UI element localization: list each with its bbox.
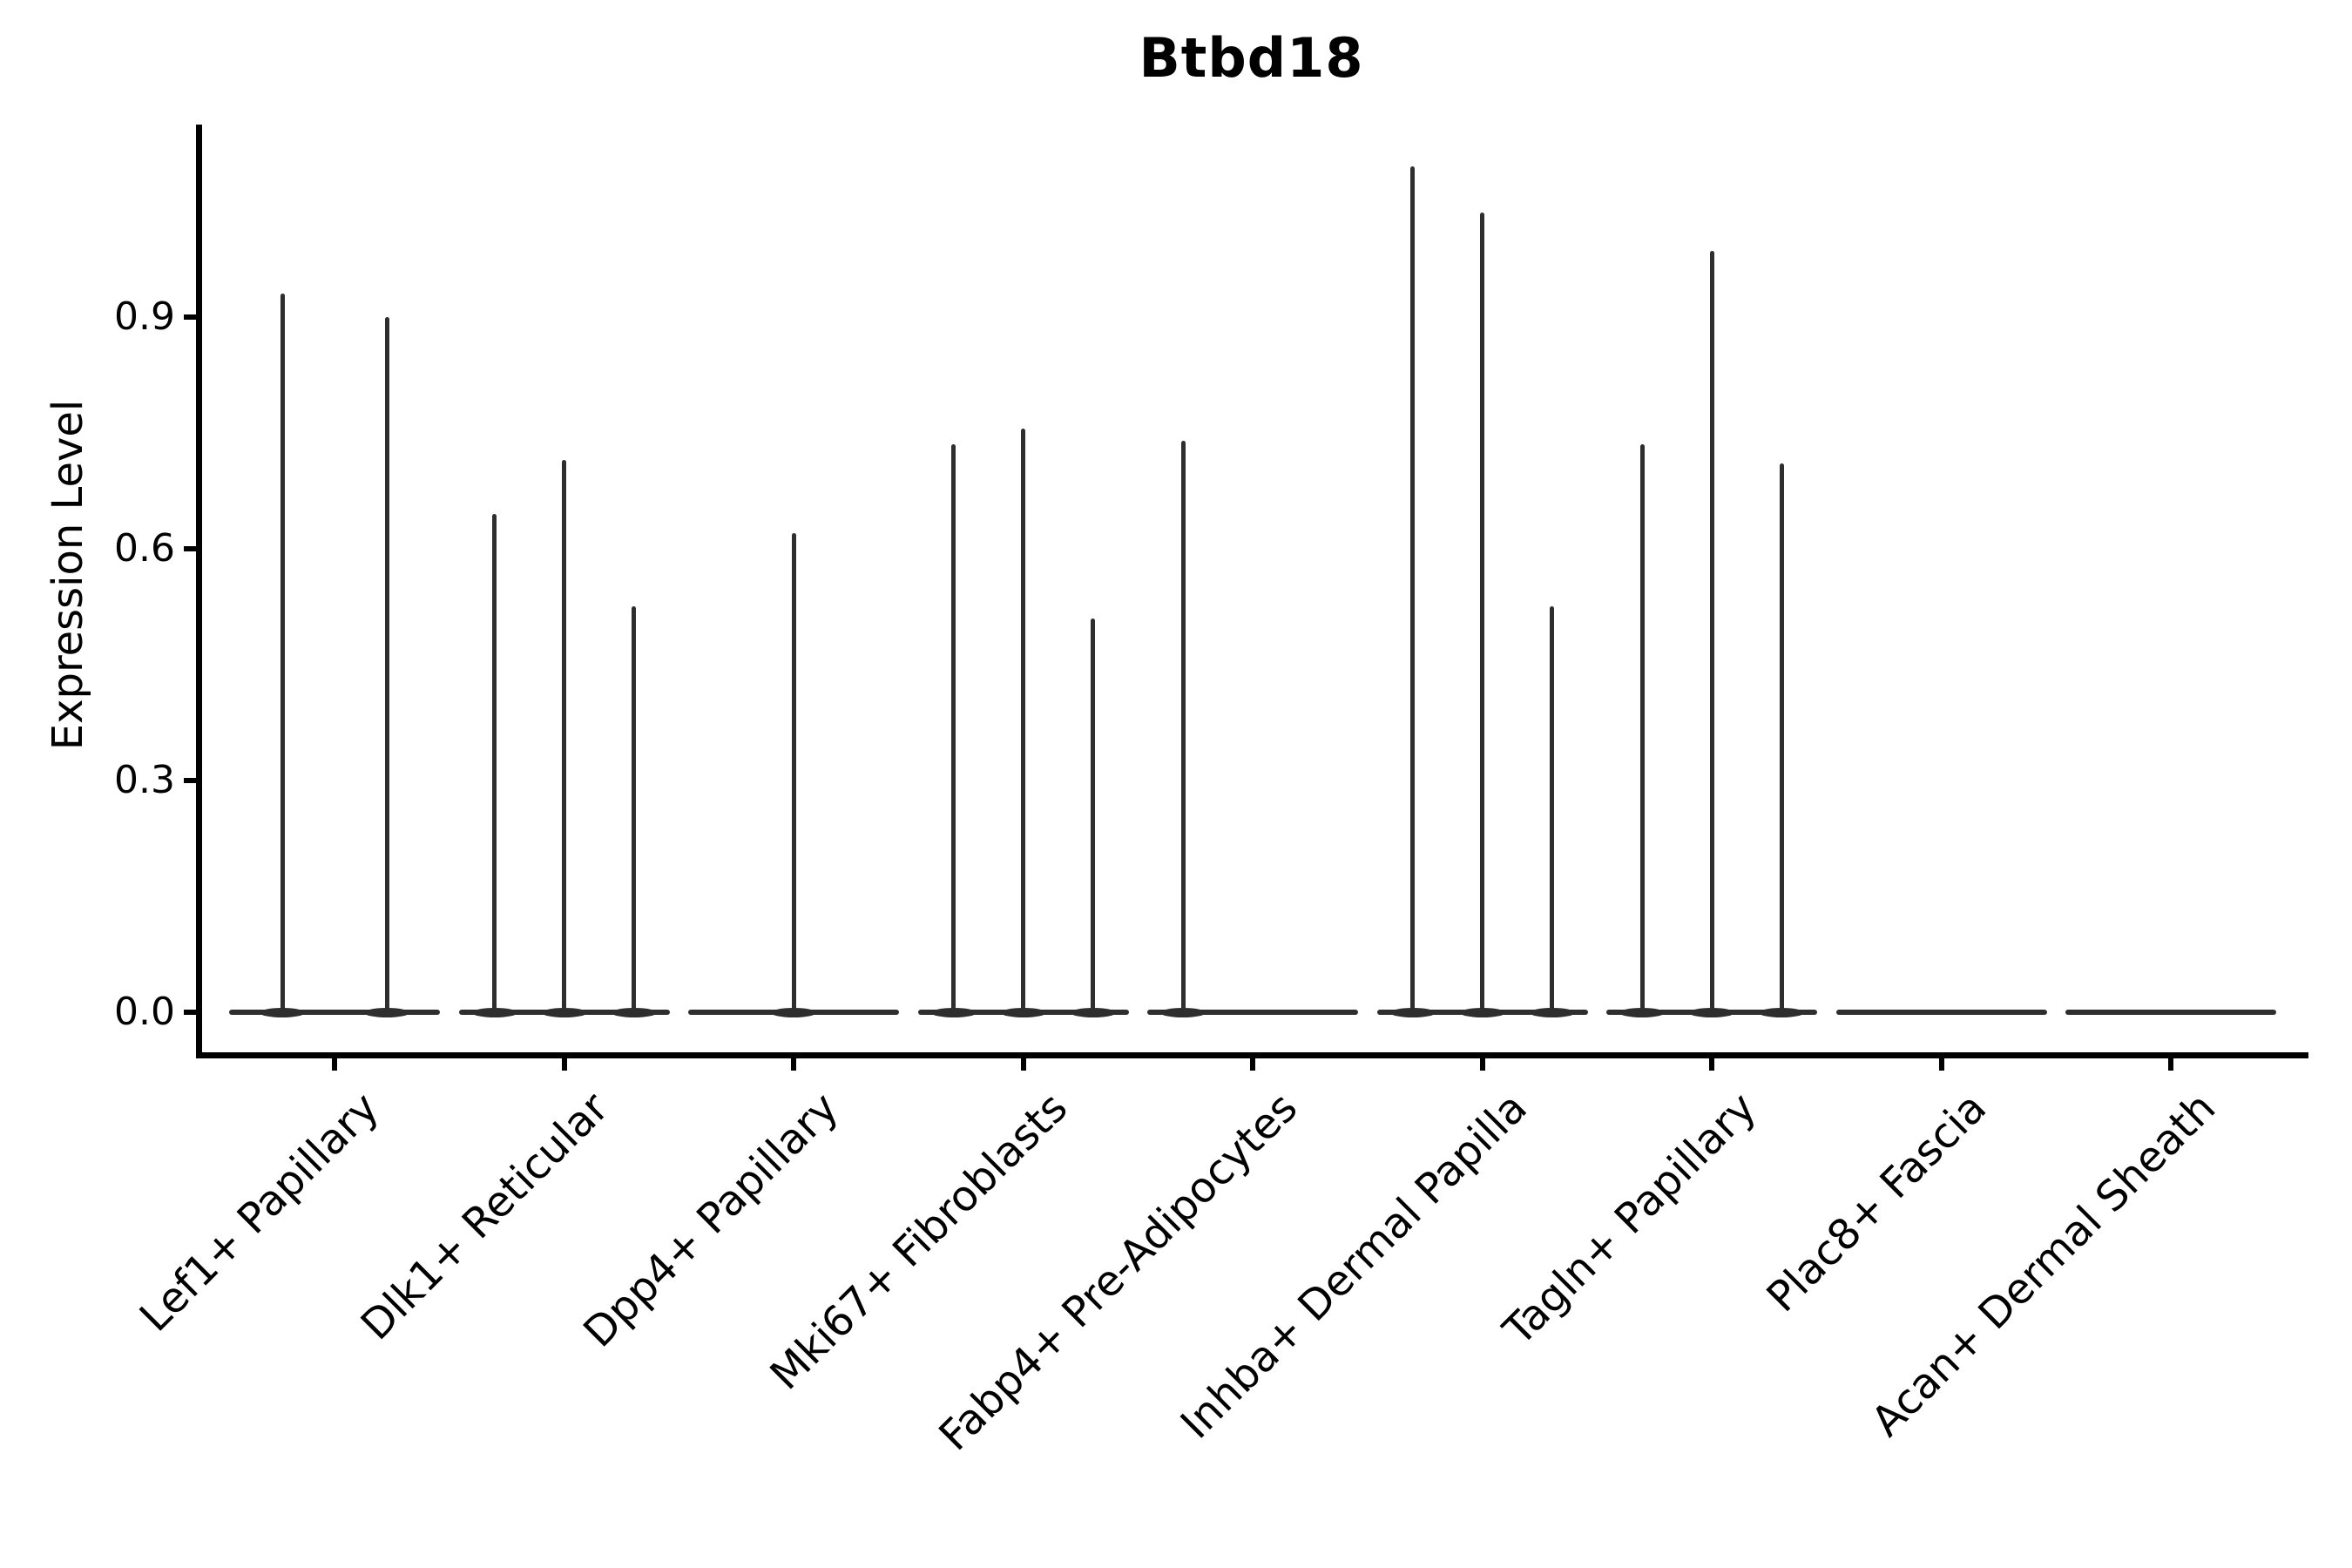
y-tick-mark bbox=[184, 545, 196, 551]
violin-expression-spike bbox=[632, 606, 636, 1015]
x-tick-mark bbox=[791, 1058, 796, 1071]
violin-expression-spike bbox=[1480, 212, 1484, 1015]
x-tick-mark bbox=[561, 1058, 567, 1071]
y-tick-mark bbox=[184, 1010, 196, 1015]
violin-expression-spike bbox=[1021, 429, 1025, 1015]
y-tick-label: 0.0 bbox=[114, 990, 175, 1034]
x-tick-mark bbox=[2168, 1058, 2173, 1071]
violin-expression-spike bbox=[791, 533, 796, 1015]
violin-expression-spike bbox=[384, 316, 389, 1015]
y-axis-spine bbox=[196, 125, 202, 1058]
x-tick-label: Dlk1+ Reticular bbox=[352, 1083, 618, 1350]
violin-baseline bbox=[229, 1010, 440, 1015]
x-tick-mark bbox=[1020, 1058, 1026, 1071]
violin-expression-spike bbox=[1639, 444, 1645, 1015]
x-tick-label: Dpp4+ Papillary bbox=[574, 1083, 848, 1357]
y-tick-label: 0.3 bbox=[114, 757, 175, 802]
x-tick-mark bbox=[1709, 1058, 1714, 1071]
chart-title: Btbd18 bbox=[1139, 26, 1364, 90]
violin-baseline bbox=[2065, 1010, 2276, 1015]
x-tick-label: Plac8+ Fascia bbox=[1757, 1083, 1996, 1322]
violin-expression-spike bbox=[1709, 251, 1714, 1015]
violin-baseline bbox=[1835, 1010, 2047, 1015]
x-tick-label: Lef1+ Papillary bbox=[131, 1083, 389, 1342]
y-tick-label: 0.9 bbox=[114, 294, 175, 339]
y-tick-mark bbox=[184, 777, 196, 783]
y-tick-label: 0.6 bbox=[114, 525, 175, 571]
violin-expression-spike bbox=[1180, 440, 1186, 1015]
y-tick-mark bbox=[184, 314, 196, 320]
x-tick-mark bbox=[332, 1058, 337, 1071]
x-tick-mark bbox=[1250, 1058, 1255, 1071]
x-axis-spine bbox=[196, 1052, 2308, 1058]
violin-expression-spike bbox=[562, 459, 566, 1015]
violin-expression-spike bbox=[492, 513, 497, 1015]
violin-expression-spike bbox=[1091, 618, 1095, 1015]
violin-expression-spike bbox=[1779, 463, 1784, 1015]
x-tick-label: Tagln+ Papillary bbox=[1494, 1083, 1767, 1355]
y-axis-label: Expression Level bbox=[44, 399, 92, 751]
violin-expression-spike bbox=[1410, 166, 1415, 1015]
violin-expression-spike bbox=[951, 444, 956, 1015]
violin-baseline bbox=[1147, 1010, 1358, 1015]
x-tick-mark bbox=[1938, 1058, 1944, 1071]
violin-expression-spike bbox=[1550, 606, 1554, 1015]
violin-expression-spike bbox=[280, 294, 285, 1015]
x-tick-mark bbox=[1479, 1058, 1485, 1071]
